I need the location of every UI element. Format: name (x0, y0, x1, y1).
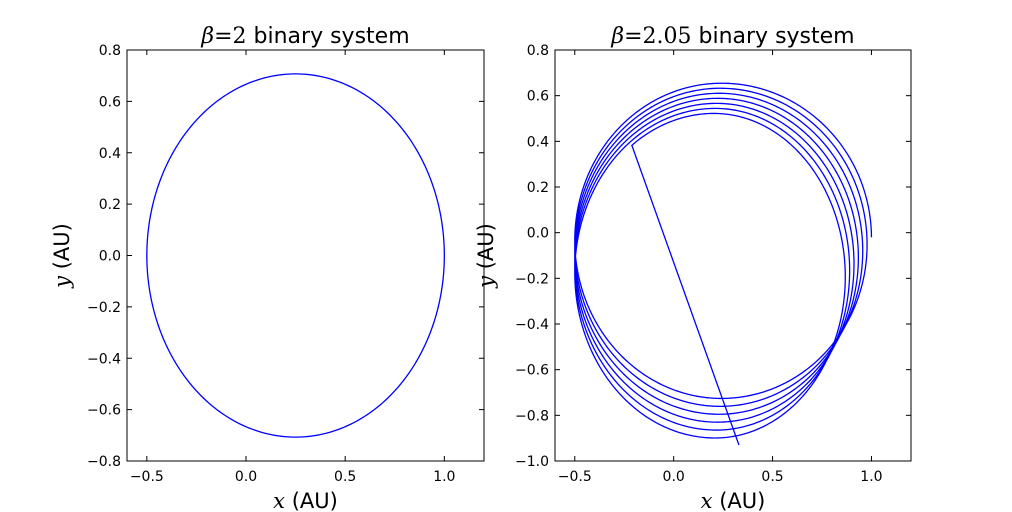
right-plot-panel: −1.0 −0.8 −0.6 −0.4 −0.2 0.0 0.2 0.4 0.6 0.8 −0.5… (474, 24, 912, 512)
x-tick-label: −0.5 (558, 469, 592, 485)
y-tick-label: 0.6 (99, 94, 121, 110)
x-tick-label: 0.5 (334, 469, 356, 485)
x-tick-label: 0.0 (235, 469, 257, 485)
y-tick-label: −0.6 (87, 403, 121, 419)
y-tick-label: −1.0 (515, 454, 549, 470)
left-x-axis-label: x (AU) (273, 489, 338, 512)
y-tick-label: −0.8 (87, 454, 121, 470)
left-plot-frame (126, 49, 485, 462)
left-plot-panel: −0.8 −0.6 −0.4 −0.2 0.0 0.2 0.4 0.6 0.8 −0.5 0.0 0… (50, 24, 485, 512)
left-orbit-line (146, 73, 445, 438)
x-tick-label: 1.0 (433, 469, 455, 485)
left-y-ticks: −0.8 −0.6 −0.4 −0.2 0.0 0.2 0.4 0.6 0.8 (87, 43, 484, 470)
y-tick-label: −0.6 (515, 363, 549, 379)
right-x-ticks: −0.5 0.0 0.5 1.0 (558, 50, 883, 485)
right-orbit-line (574, 82, 873, 446)
y-tick-label: −0.2 (87, 300, 121, 316)
x-tick-label: −0.5 (130, 469, 164, 485)
left-chart-title: β=2 binary system (200, 24, 409, 49)
right-y-axis-label: y (AU) (474, 223, 498, 289)
y-tick-label: −0.2 (515, 271, 549, 287)
y-tick-label: 0.2 (527, 180, 549, 196)
y-tick-label: 0.6 (527, 89, 549, 105)
right-y-ticks: −1.0 −0.8 −0.6 −0.4 −0.2 0.0 0.2 0.4 0.6 0.8 (515, 43, 911, 470)
left-y-axis-label: y (AU) (50, 223, 74, 289)
y-tick-label: −0.8 (515, 408, 549, 424)
y-tick-label: 0.4 (99, 146, 121, 162)
right-chart-title: β=2.05 binary system (610, 24, 854, 49)
y-tick-label: −0.4 (87, 351, 121, 367)
x-tick-label: 0.0 (663, 469, 685, 485)
y-tick-label: 0.8 (99, 43, 121, 59)
right-plot-frame (554, 49, 912, 462)
y-tick-label: 0.4 (527, 134, 549, 150)
y-tick-label: 0.0 (99, 249, 121, 265)
y-tick-label: 0.2 (99, 197, 121, 213)
y-tick-label: 0.8 (527, 43, 549, 59)
y-tick-label: −0.4 (515, 317, 549, 333)
left-x-ticks: −0.5 0.0 0.5 1.0 (130, 50, 455, 485)
x-tick-label: 1.0 (860, 469, 882, 485)
y-tick-label: 0.0 (527, 226, 549, 242)
x-tick-label: 0.5 (761, 469, 783, 485)
right-x-axis-label: x (AU) (701, 489, 766, 512)
